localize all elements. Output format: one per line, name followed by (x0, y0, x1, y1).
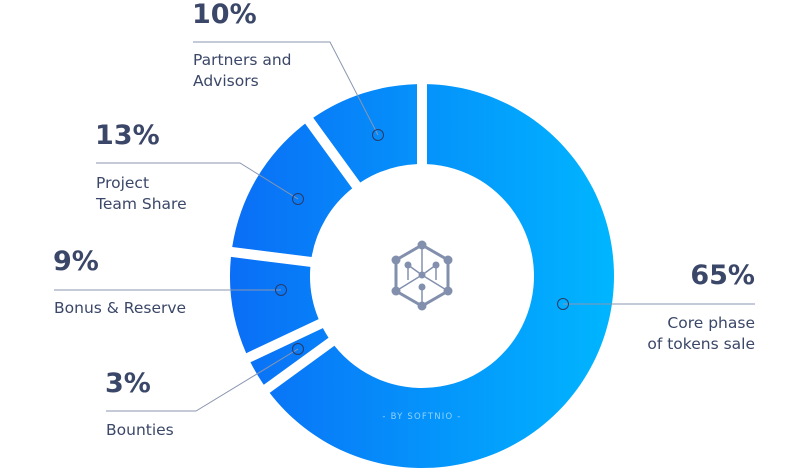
label-bounties: Bounties (106, 420, 174, 441)
percent-label-team: 13% (95, 120, 160, 151)
slice-core (269, 84, 614, 469)
slice-team (232, 123, 353, 258)
leader-dot-partners (372, 129, 384, 141)
label-line: Bounties (106, 421, 174, 439)
label-line: Bonus & Reserve (54, 299, 187, 317)
slice-partners (313, 84, 418, 183)
label-line: Core phase (667, 314, 755, 332)
leader-dot-core (557, 298, 569, 310)
leader-line-partners (193, 41, 379, 136)
watermark: - BY SOFTNIO - (382, 412, 461, 422)
label-partners: Partners and Advisors (193, 50, 292, 92)
slice-bounties (250, 328, 329, 385)
leader-dot-bounties (292, 343, 304, 355)
slice-bonus (230, 256, 319, 354)
percent-label-bonus: 9% (53, 246, 99, 277)
label-team: Project Team Share (96, 173, 187, 215)
leader-dot-bonus (275, 284, 287, 296)
leader-dot-team (292, 193, 304, 205)
label-line: Advisors (193, 72, 259, 90)
label-line: Team Share (96, 195, 187, 213)
label-line: of tokens sale (647, 335, 755, 353)
leader-line-team (96, 162, 299, 200)
percent-label-partners: 10% (192, 0, 257, 30)
leader-line-bounties (106, 348, 299, 412)
label-core: Core phase of tokens sale (647, 313, 755, 355)
label-line: Partners and (193, 51, 292, 69)
label-line: Project (96, 174, 150, 192)
percent-label-core: 65% (690, 260, 755, 291)
hexagon-network-icon (391, 240, 453, 311)
percent-label-bounties: 3% (105, 368, 151, 399)
label-bonus: Bonus & Reserve (54, 298, 186, 319)
